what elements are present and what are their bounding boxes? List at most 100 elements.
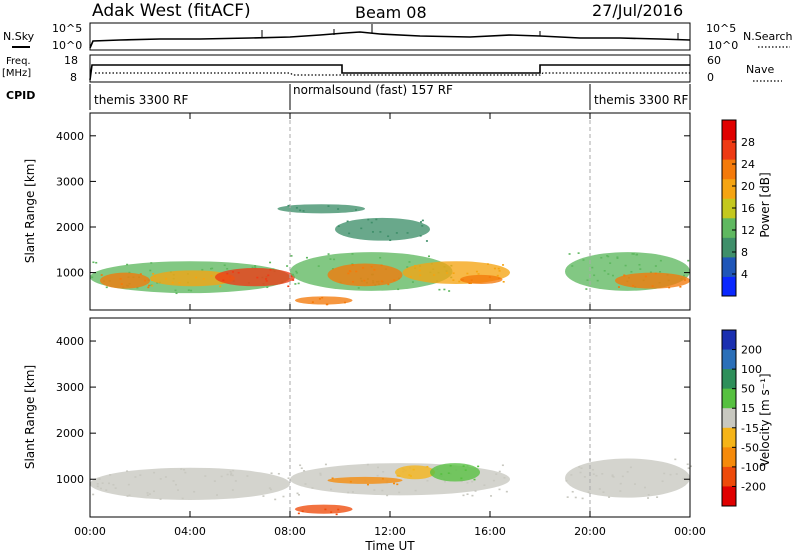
data-pixel [493,267,496,270]
data-pixel [644,275,647,278]
data-pixel [331,268,334,270]
data-region [150,270,235,288]
data-pixel [421,225,424,227]
data-pixel [470,279,473,282]
data-pixel [466,493,469,496]
data-pixel [159,498,162,500]
data-pixel [337,208,340,210]
data-pixel [366,463,369,466]
data-pixel [282,495,285,498]
data-pixel [409,276,412,278]
data-pixel [611,274,614,277]
data-pixel [626,471,629,473]
data-pixel [452,279,455,281]
data-pixel [565,479,568,482]
data-pixel [223,264,226,267]
data-pixel [379,256,382,259]
data-pixel [616,257,619,259]
data-pixel [409,475,412,477]
data-pixel [172,480,175,482]
cpid-segment-1: themis 3300 RF [94,93,188,107]
nsearch-tick-high: 10^5 [706,22,736,35]
data-pixel [501,464,504,467]
data-pixel [587,491,590,494]
data-pixel [234,480,237,482]
data-pixel [231,271,234,273]
data-pixel [114,487,117,489]
data-pixel [647,494,650,496]
x-tick-label: 04:00 [174,525,206,538]
data-pixel [254,266,257,269]
power-y-label: Slant Range [km] [23,159,37,263]
freq-panel: Freq. [MHz] 18 8 60 0 Nave [2,54,782,84]
colorbar-tick-label: 20 [741,180,755,193]
data-pixel [105,286,108,289]
data-pixel [474,490,477,492]
colorbar-swatch [722,427,736,448]
data-pixel [226,473,229,476]
data-pixel [651,285,654,287]
colorbar-swatch [722,349,736,370]
data-pixel [195,276,198,279]
data-pixel [311,301,314,303]
data-pixel [112,483,115,486]
data-pixel [659,271,662,273]
data-region [215,268,295,288]
data-pixel [175,292,178,295]
data-pixel [297,282,300,285]
data-region [460,274,503,285]
data-pixel [164,476,167,478]
data-pixel [503,476,506,479]
power-data-layer [90,204,690,306]
data-pixel [477,465,480,468]
data-pixel [629,466,632,469]
data-pixel [294,283,297,285]
colorbar-tick-label: 15 [741,402,755,415]
data-pixel [689,465,692,468]
data-pixel [229,470,232,473]
data-region-shape [215,268,295,287]
data-pixel [674,458,677,461]
data-pixel [256,276,259,279]
data-pixel [568,253,571,255]
data-pixel [351,253,354,255]
cpid-row: CPID themis 3300 RF normalsound (fast) 1… [6,83,691,110]
colorbar-tick-label: 200 [741,344,762,357]
colorbar-tick-label: -15 [741,422,759,435]
data-pixel [683,279,686,281]
data-pixel [274,498,277,501]
data-pixel [347,491,350,494]
y-tick-label: 3000 [56,381,84,394]
colorbar-swatch [722,237,736,258]
data-pixel [105,489,108,491]
data-pixel [237,271,240,274]
data-pixel [498,488,501,491]
data-pixel [632,253,635,255]
data-pixel [638,263,641,266]
data-pixel [277,472,280,475]
data-pixel [426,465,429,468]
data-pixel [462,494,465,497]
data-pixel [146,494,149,496]
x-tick-label: 00:00 [674,525,706,538]
y-tick-label: 1000 [56,267,84,280]
data-pixel [381,477,384,480]
y-tick-label: 3000 [56,175,84,188]
data-pixel [317,265,320,267]
velocity-colorbar: 200 100 50 15 -15 -50 -100 -200 [721,329,766,507]
data-pixel [251,266,254,269]
data-pixel [579,471,582,474]
data-region-shape [295,504,353,514]
data-pixel [355,209,358,211]
x-tick-label: 08:00 [274,525,306,538]
data-pixel [178,281,181,284]
colorbar-tick-label: -50 [741,441,759,454]
data-pixel [330,511,333,513]
data-pixel [230,472,233,475]
data-pixel [471,494,474,497]
data-pixel [269,261,272,264]
data-region [90,467,290,501]
data-pixel [349,270,352,273]
data-pixel [148,284,151,287]
data-pixel [461,279,464,281]
